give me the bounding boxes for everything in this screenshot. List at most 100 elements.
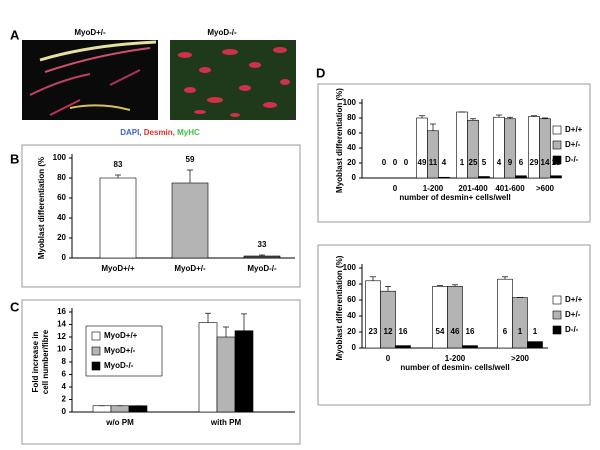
legend-label: D+/- <box>565 310 581 319</box>
stain-name: Desmin, <box>144 128 175 137</box>
y-tick-label: 60 <box>347 295 356 304</box>
panel-label: D <box>316 65 325 80</box>
count-label: 1 <box>533 327 538 336</box>
legend-label: D+/- <box>565 140 581 149</box>
bar <box>380 290 396 349</box>
y-tick-label: 40 <box>57 213 66 222</box>
y-axis-label: cell number/fibre <box>41 329 50 394</box>
count-label: 9 <box>508 158 513 167</box>
x-tick-label: 1-200 <box>445 354 466 363</box>
y-tick-label: 8 <box>62 357 67 366</box>
count-label: 46 <box>451 327 460 336</box>
y-axis-label: Myoblast differentiation (% <box>37 157 46 259</box>
bar <box>447 286 463 349</box>
count-label: 23 <box>369 327 378 336</box>
legend-label: MyoD-/- <box>104 361 134 370</box>
x-tick-label: >600 <box>536 184 555 193</box>
bar <box>365 280 381 349</box>
legend-label: D+/+ <box>565 125 583 134</box>
bar <box>243 255 281 259</box>
y-tick-label: 20 <box>347 327 356 336</box>
y-tick-label: 2 <box>62 395 67 404</box>
count-label: 29 <box>530 158 539 167</box>
stain-name: DAPI, <box>120 128 141 137</box>
count-label: 4 <box>442 158 447 167</box>
y-tick-label: 80 <box>57 173 66 182</box>
panel-frame <box>21 144 301 288</box>
bar <box>92 405 112 413</box>
x-axis-label: number of desmin+ cells/well <box>399 193 510 202</box>
legend-box <box>85 325 163 377</box>
bar <box>462 345 478 349</box>
count-label: 12 <box>384 327 393 336</box>
legend-swatch <box>91 331 101 341</box>
count-label: 16 <box>466 327 475 336</box>
bar <box>467 119 479 179</box>
y-axis-label: Myoblast differentiation (%) <box>335 255 344 360</box>
legend-label: D-/- <box>565 155 579 164</box>
bar <box>438 176 450 179</box>
count-label: 5 <box>482 158 487 167</box>
y-tick-label: 20 <box>347 158 356 167</box>
count-label: 16 <box>399 327 408 336</box>
y-tick-label: 16 <box>57 307 66 316</box>
legend-swatch <box>552 140 562 150</box>
legend-label: MyoD+/- <box>104 346 136 355</box>
count-label: 49 <box>418 158 427 167</box>
y-tick-label: 100 <box>343 98 357 107</box>
legend-swatch <box>91 361 101 371</box>
panel-frame <box>317 83 591 223</box>
y-tick-label: 0 <box>62 253 67 262</box>
panel-label: C <box>10 299 20 314</box>
count-label: 0 <box>382 158 387 167</box>
y-tick-label: 0 <box>62 407 67 416</box>
x-tick-label: w/o PM <box>105 418 134 427</box>
y-tick-label: 80 <box>347 279 356 288</box>
panel-frame <box>317 244 591 406</box>
bar <box>550 175 562 179</box>
bar <box>234 330 254 413</box>
count-label: 1 <box>460 158 465 167</box>
bar <box>395 345 411 349</box>
x-axis-label: number of desmin- cells/well <box>400 363 509 372</box>
x-tick-label: 0 <box>393 184 398 193</box>
image-label: MyoD+/- <box>74 28 106 37</box>
panel-label: B <box>10 151 19 166</box>
bar <box>171 182 209 259</box>
micrograph <box>22 40 158 120</box>
bar <box>416 117 428 179</box>
legend-swatch <box>552 325 562 335</box>
count-label: 25 <box>469 158 478 167</box>
stain-legend: DAPI, Desmin, MyHC <box>120 128 200 137</box>
y-tick-label: 6 <box>62 370 67 379</box>
y-axis-label: Myoblast differentiation (%) <box>335 88 344 193</box>
x-tick-label: >200 <box>511 354 530 363</box>
y-tick-label: 80 <box>347 113 356 122</box>
count-label: 54 <box>436 327 445 336</box>
legend-swatch <box>552 125 562 135</box>
y-tick-label: 60 <box>347 128 356 137</box>
y-tick-label: 4 <box>62 382 67 391</box>
bar <box>515 175 527 179</box>
count-label: 6 <box>519 158 524 167</box>
bar <box>432 286 448 349</box>
count-label: 0 <box>404 158 409 167</box>
count-label: 0 <box>393 158 398 167</box>
y-tick-label: 40 <box>347 311 356 320</box>
count-label: 1 <box>518 327 523 336</box>
bar <box>427 130 439 179</box>
y-tick-label: 12 <box>57 332 66 341</box>
count-label: 59 <box>186 155 195 164</box>
bar <box>504 118 516 179</box>
panel-frame <box>21 299 301 445</box>
y-tick-label: 20 <box>57 233 66 242</box>
x-tick-label: 201-400 <box>458 184 488 193</box>
count-label: 6 <box>503 327 508 336</box>
bar <box>497 278 513 349</box>
legend-swatch <box>552 155 562 165</box>
bar <box>539 118 551 179</box>
y-tick-label: 100 <box>343 263 357 272</box>
bar <box>478 176 490 179</box>
panel-label: A <box>10 27 20 42</box>
